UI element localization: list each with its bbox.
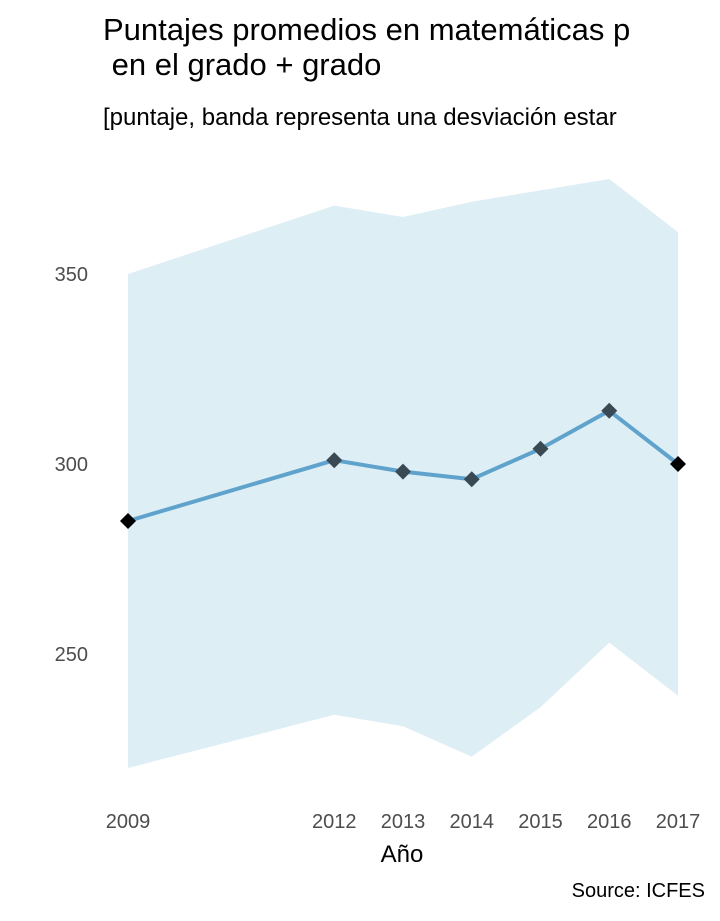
x-axis-ticks: 2009 2012 2013 2014 2015 2016 2017	[106, 811, 701, 833]
x-tick-2013: 2013	[381, 811, 426, 833]
x-axis-title: Año	[381, 841, 424, 868]
y-axis-ticks: 250 300 350	[55, 264, 88, 666]
x-tick-2015: 2015	[518, 811, 563, 833]
data-point-2012	[326, 452, 343, 469]
data-point-2009	[120, 513, 136, 529]
x-tick-2009: 2009	[106, 811, 151, 833]
y-tick-300: 300	[55, 454, 88, 476]
data-point-2015	[532, 440, 549, 457]
marker-layer	[120, 402, 686, 529]
chart-title: Puntajes promedios en matemáticas p en e…	[103, 12, 631, 82]
data-point-2014	[463, 471, 480, 488]
x-tick-2016: 2016	[587, 811, 632, 833]
data-point-2017	[670, 456, 686, 472]
chart-subtitle: [puntaje, banda representa una desviació…	[103, 104, 617, 131]
x-tick-2017: 2017	[656, 811, 701, 833]
y-tick-250: 250	[55, 644, 88, 666]
x-tick-2012: 2012	[312, 811, 357, 833]
y-tick-350: 350	[55, 264, 88, 286]
data-point-2013	[395, 463, 411, 480]
source-caption: Source: ICFES	[571, 880, 705, 902]
x-tick-2014: 2014	[450, 811, 495, 833]
data-point-2016	[601, 402, 618, 419]
